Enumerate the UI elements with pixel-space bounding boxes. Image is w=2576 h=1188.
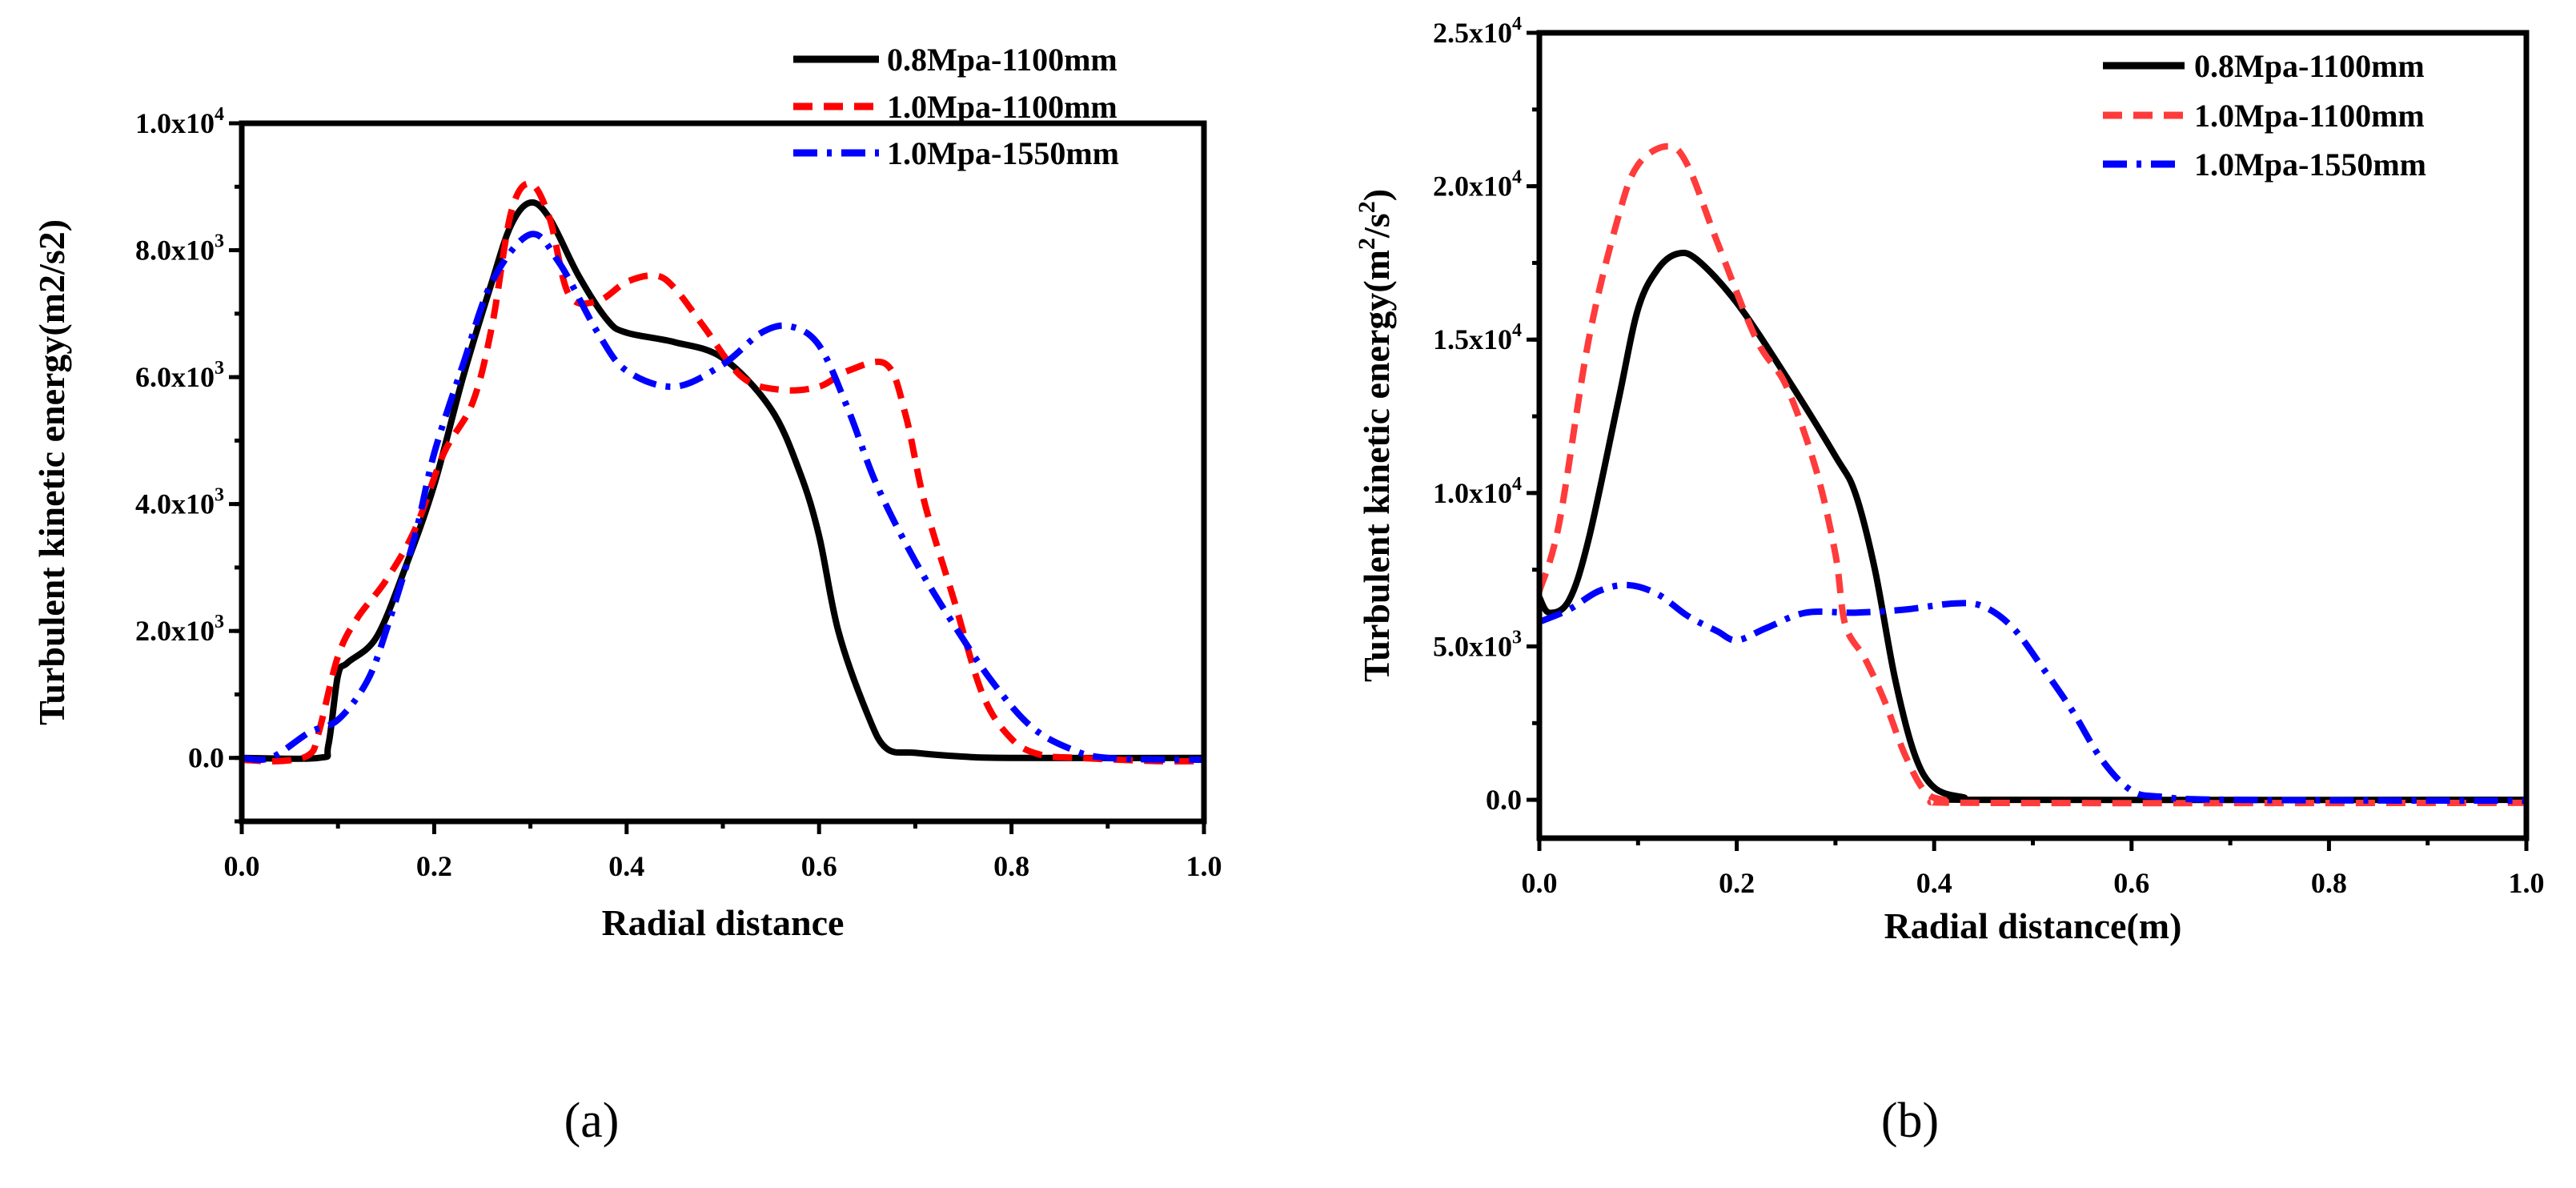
y-tick-exponent: 3 (215, 612, 224, 632)
y-tick-exponent: 4 (1512, 474, 1522, 495)
y-tick-label: 2.0x103 (135, 612, 224, 647)
legend-label: 1.0Mpa-1100mm (887, 89, 1117, 125)
y-tick-exponent: 4 (1512, 320, 1522, 341)
series-line-1 (241, 180, 1205, 765)
x-tick-label: 0.6 (801, 850, 837, 882)
y-tick-base: 5.0x10 (1433, 630, 1512, 662)
chart-a: 0.0 0.2 0.4 0.6 0.8 1.00.02.0x1034.0x1036.0x1… (31, 42, 1222, 1148)
legend-label: 1.0Mpa-1550mm (887, 135, 1119, 171)
y-tick-base: 6.0x10 (135, 361, 215, 393)
legend: 0.8Mpa-1100mm 1.0Mpa-1100mm 1.0Mpa-1550mm (793, 42, 1119, 171)
legend: 0.8Mpa-1100mm 1.0Mpa-1100mm 1.0Mpa-1550mm (2103, 48, 2426, 183)
y-tick-base: 1.0x10 (135, 107, 215, 139)
y-tick-base: 0.0 (188, 742, 224, 774)
x-axis-title: Radial distance(m) (1884, 905, 2182, 946)
series-group (1536, 142, 2527, 807)
y-tick-exponent: 4 (1512, 14, 1522, 34)
y-title-text: /s (1356, 213, 1397, 239)
series-group (241, 180, 1205, 765)
legend-label: 1.0Mpa-1550mm (2194, 146, 2426, 183)
y-tick-base: 1.5x10 (1433, 323, 1512, 355)
legend-label: 0.8Mpa-1100mm (2194, 48, 2425, 84)
panel-label: (a) (564, 1094, 620, 1148)
x-tick-label: 0.8 (2311, 867, 2347, 899)
x-axis-title: Radial distance (602, 902, 845, 943)
x-tick-label: 1.0 (1186, 850, 1222, 882)
x-tick-label: 0.4 (1916, 867, 1952, 899)
x-tick-label: 0.2 (416, 850, 452, 882)
y-tick-exponent: 3 (215, 485, 224, 506)
y-tick-base: 2.0x10 (135, 615, 215, 647)
x-tick-label: 0.2 (1719, 867, 1755, 899)
y-tick-exponent: 4 (1512, 167, 1522, 188)
y-tick-exponent: 3 (1512, 627, 1522, 648)
y-title-text: Turbulent kinetic energy(m (1356, 250, 1397, 682)
y-tick-label: 4.0x103 (135, 485, 224, 520)
x-tick-label: 0.8 (993, 850, 1029, 882)
series-line-2 (241, 231, 1205, 764)
y-axis-title: Turbulent kinetic energy(m2/s2) (1354, 189, 1397, 682)
y-tick-base: 0.0 (1486, 784, 1522, 816)
chart-b: 0.0 0.2 0.4 0.6 0.8 1.00.05.0x1031.0x1041.5x1… (1354, 14, 2545, 1148)
panel-label: (b) (1881, 1094, 1939, 1148)
x-tick-label: 0.6 (2113, 867, 2149, 899)
y-tick-exponent: 3 (215, 231, 224, 252)
x-tick-label: 0.0 (1522, 867, 1558, 899)
series-line-0 (1536, 249, 2527, 804)
legend-label: 1.0Mpa-1100mm (2194, 98, 2425, 134)
series-line-1 (1536, 142, 2527, 807)
y-tick-base: 4.0x10 (135, 488, 215, 520)
y-title-text: Turbulent kinetic energy(m2/s2) (31, 219, 72, 725)
x-tick-label: 0.4 (608, 850, 644, 882)
series-line-0 (241, 199, 1205, 762)
y-tick-label: 1.0x104 (135, 104, 224, 139)
y-tick-label: 1.5x104 (1433, 320, 1522, 355)
y-tick-label: 6.0x103 (135, 358, 224, 393)
y-tick-label: 2.5x104 (1433, 14, 1522, 49)
y-tick-label: 1.0x104 (1433, 474, 1522, 509)
y-tick-base: 2.5x10 (1433, 17, 1512, 49)
y-title-exponent: 2 (1354, 238, 1380, 250)
y-title-text: ) (1356, 189, 1397, 201)
y-tick-base: 2.0x10 (1433, 171, 1512, 203)
x-tick-label: 0.0 (224, 850, 260, 882)
y-tick-label: 2.0x104 (1433, 167, 1522, 203)
legend-label: 0.8Mpa-1100mm (887, 42, 1117, 78)
x-tick-label: 1.0 (2509, 867, 2545, 899)
y-tick-label: 0.0 (1486, 784, 1522, 816)
y-tick-base: 1.0x10 (1433, 477, 1512, 509)
series-line-2 (1538, 581, 2527, 805)
plot-frame (239, 120, 1207, 825)
y-tick-label: 8.0x103 (135, 231, 224, 267)
y-title-exponent: 2 (1354, 201, 1380, 213)
y-tick-exponent: 3 (215, 358, 224, 379)
y-tick-base: 8.0x10 (135, 235, 215, 267)
y-axis-title: Turbulent kinetic energy(m2/s2) (31, 219, 72, 725)
y-tick-exponent: 4 (215, 104, 224, 125)
y-tick-label: 5.0x103 (1433, 627, 1522, 662)
y-tick-label: 0.0 (188, 742, 224, 774)
